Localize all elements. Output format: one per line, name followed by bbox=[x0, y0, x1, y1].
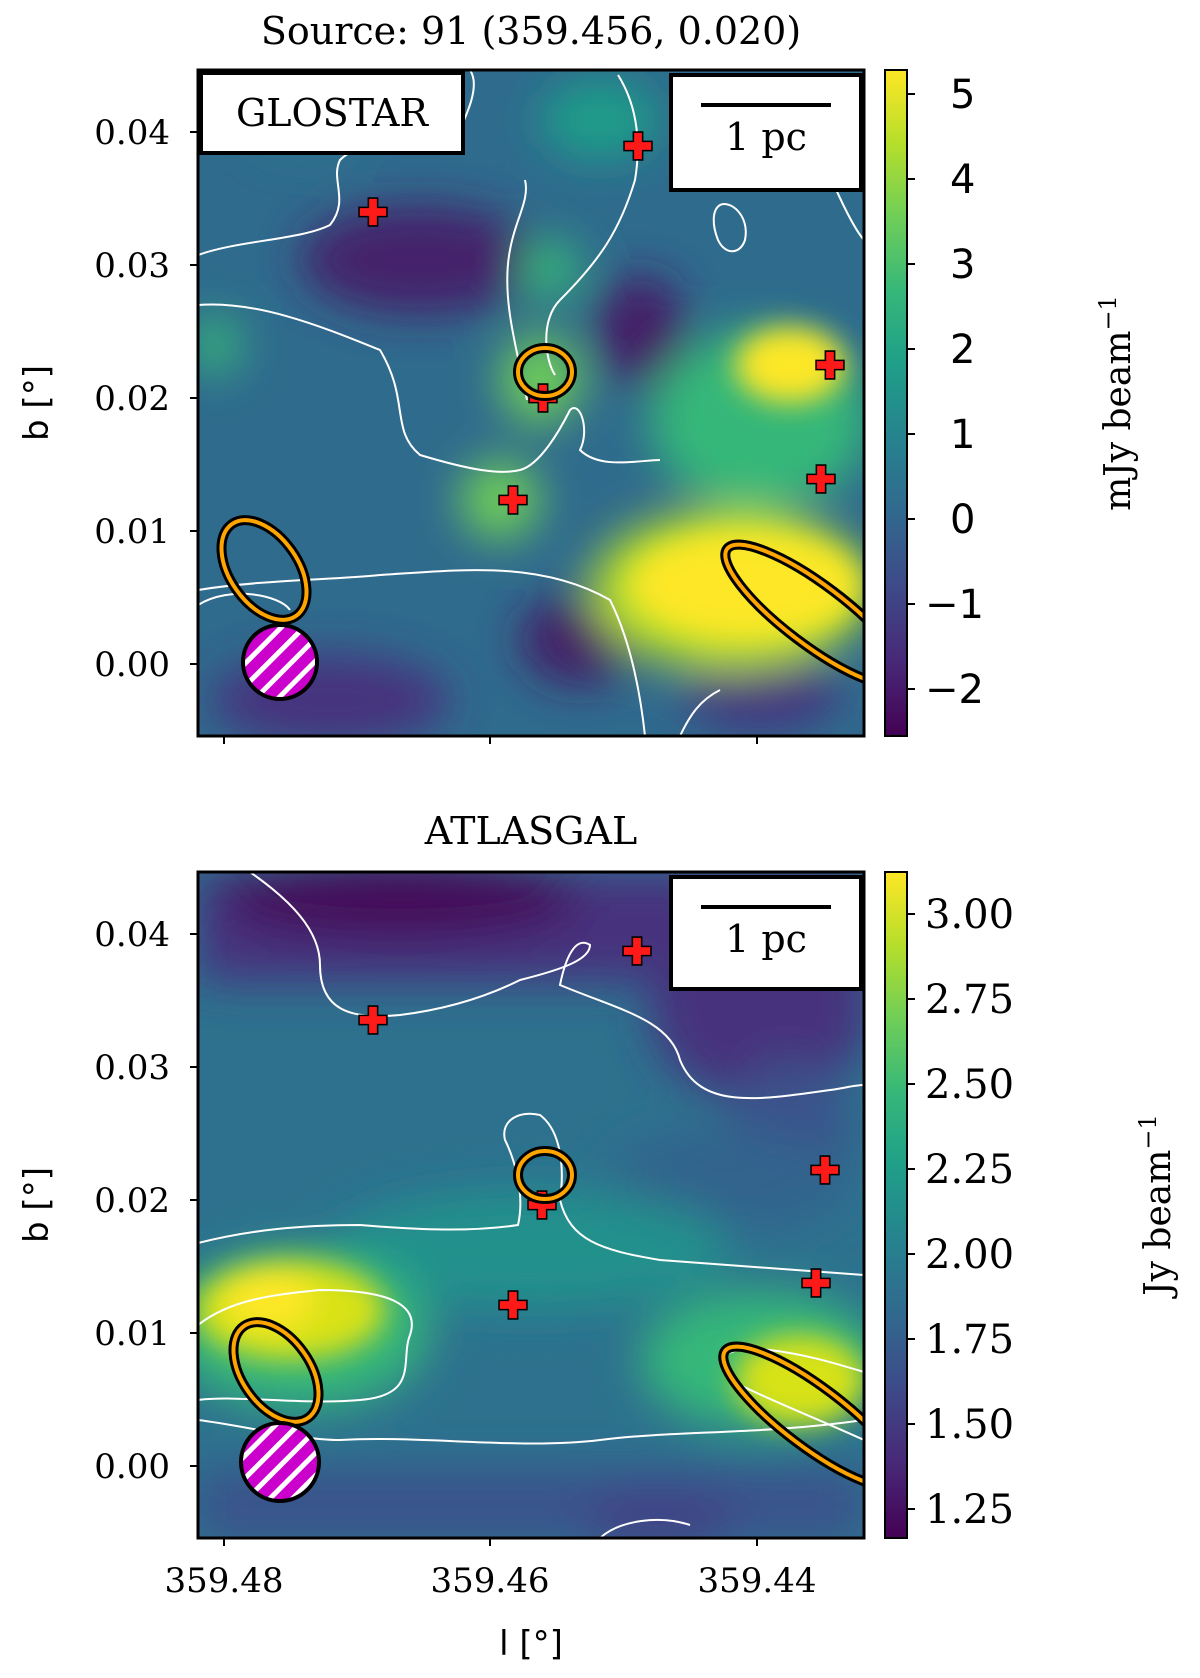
catalog-ellipse bbox=[513, 1146, 577, 1204]
cbar-tick-label: 5 bbox=[950, 72, 975, 118]
panel2-scalebar: 1 pc bbox=[669, 875, 863, 991]
source-marker bbox=[498, 485, 528, 515]
catalog-ellipse bbox=[216, 515, 312, 625]
panel1-colorbar-label: mJy beam−1 bbox=[1094, 295, 1139, 511]
panel2-ylabel: b [°] bbox=[17, 1167, 57, 1243]
panel2-frame bbox=[196, 870, 866, 1540]
panel1-yaxis: 0.00 0.01 0.02 0.03 0.04 b [°] bbox=[17, 113, 198, 685]
source-marker bbox=[358, 1005, 388, 1035]
source-marker bbox=[623, 131, 653, 161]
y-tick-label: 0.00 bbox=[94, 1447, 170, 1487]
cbar-tick-label: 1.50 bbox=[925, 1402, 1014, 1448]
y-tick-label: 0.02 bbox=[94, 1181, 170, 1221]
panel2-xlabel: l [°] bbox=[499, 1624, 563, 1664]
cbar-tick-label: 2.75 bbox=[925, 977, 1014, 1023]
panel2-ellipses bbox=[228, 1146, 864, 1493]
panel1-ylabel: b [°] bbox=[17, 365, 57, 441]
y-tick-label: 0.03 bbox=[94, 1048, 170, 1088]
y-tick-label: 0.03 bbox=[94, 246, 170, 286]
cbar-tick-label: 1 bbox=[950, 412, 975, 458]
source-marker bbox=[810, 1155, 840, 1185]
panel2-title: ATLASGAL bbox=[424, 809, 637, 853]
panel1-xaxis bbox=[223, 736, 758, 744]
x-tick-label: 359.48 bbox=[165, 1561, 284, 1601]
panel1-frame bbox=[196, 68, 866, 738]
panel1-label: GLOSTAR bbox=[236, 91, 429, 135]
cbar-tick-label: 2.25 bbox=[925, 1147, 1014, 1193]
cbar-tick-label: 3 bbox=[950, 242, 975, 288]
panel1-colorbar: −2 −1 0 1 2 3 4 5 mJy beam−1 bbox=[884, 69, 1139, 737]
source-marker bbox=[358, 197, 388, 227]
cbar-tick-label: 4 bbox=[950, 157, 975, 203]
y-tick-label: 0.04 bbox=[94, 113, 170, 153]
panel1-title: Source: 91 (359.456, 0.020) bbox=[261, 9, 801, 53]
source-marker bbox=[622, 936, 652, 966]
catalog-ellipse bbox=[720, 539, 864, 691]
panel2-scalebar-label: 1 pc bbox=[725, 917, 807, 961]
cbar-tick-label: −1 bbox=[925, 582, 984, 628]
cbar-tick-label: 2 bbox=[950, 327, 975, 373]
source-marker bbox=[815, 350, 845, 380]
catalog-ellipse bbox=[718, 1341, 864, 1493]
panel2-colorbar-label: Jy beam−1 bbox=[1134, 1114, 1179, 1300]
cbar-tick-label: 1.75 bbox=[925, 1317, 1014, 1363]
cbar-tick-label: 0 bbox=[950, 497, 975, 543]
panel2-colorbar: 1.25 1.50 1.75 2.00 2.25 2.50 2.75 3.00 … bbox=[884, 871, 1179, 1539]
source-marker bbox=[527, 1190, 557, 1220]
x-tick-label: 359.46 bbox=[431, 1561, 550, 1601]
source-marker bbox=[801, 1268, 831, 1298]
panel1-label-box: GLOSTAR bbox=[199, 71, 465, 155]
panel2-beam bbox=[239, 1421, 321, 1503]
catalog-ellipse bbox=[228, 1317, 324, 1427]
panel2-yaxis: 0.00 0.01 0.02 0.03 0.04 b [°] bbox=[17, 915, 198, 1487]
cbar-tick-label: −2 bbox=[925, 667, 984, 713]
y-tick-label: 0.02 bbox=[94, 379, 170, 419]
y-tick-label: 0.04 bbox=[94, 915, 170, 955]
panel2-xaxis: 359.48 359.46 359.44 l [°] bbox=[165, 1538, 817, 1664]
panel1-scalebar: 1 pc bbox=[669, 73, 863, 192]
panel1-beam bbox=[241, 623, 319, 701]
panel1-ellipses bbox=[216, 343, 864, 691]
panel2-sources bbox=[358, 936, 840, 1320]
cbar-tick-label: 1.25 bbox=[925, 1487, 1014, 1533]
y-tick-label: 0.00 bbox=[94, 645, 170, 685]
y-tick-label: 0.01 bbox=[94, 512, 170, 552]
source-marker bbox=[498, 1290, 528, 1320]
catalog-ellipse bbox=[513, 343, 577, 401]
cbar-tick-label: 2.50 bbox=[925, 1062, 1014, 1108]
cbar-tick-label: 3.00 bbox=[925, 892, 1014, 938]
panel2-contours bbox=[198, 872, 864, 1538]
source-marker bbox=[806, 464, 836, 494]
cbar-tick-label: 2.00 bbox=[925, 1232, 1014, 1278]
x-tick-label: 359.44 bbox=[698, 1561, 817, 1601]
panel1-scalebar-label: 1 pc bbox=[725, 115, 807, 159]
y-tick-label: 0.01 bbox=[94, 1314, 170, 1354]
